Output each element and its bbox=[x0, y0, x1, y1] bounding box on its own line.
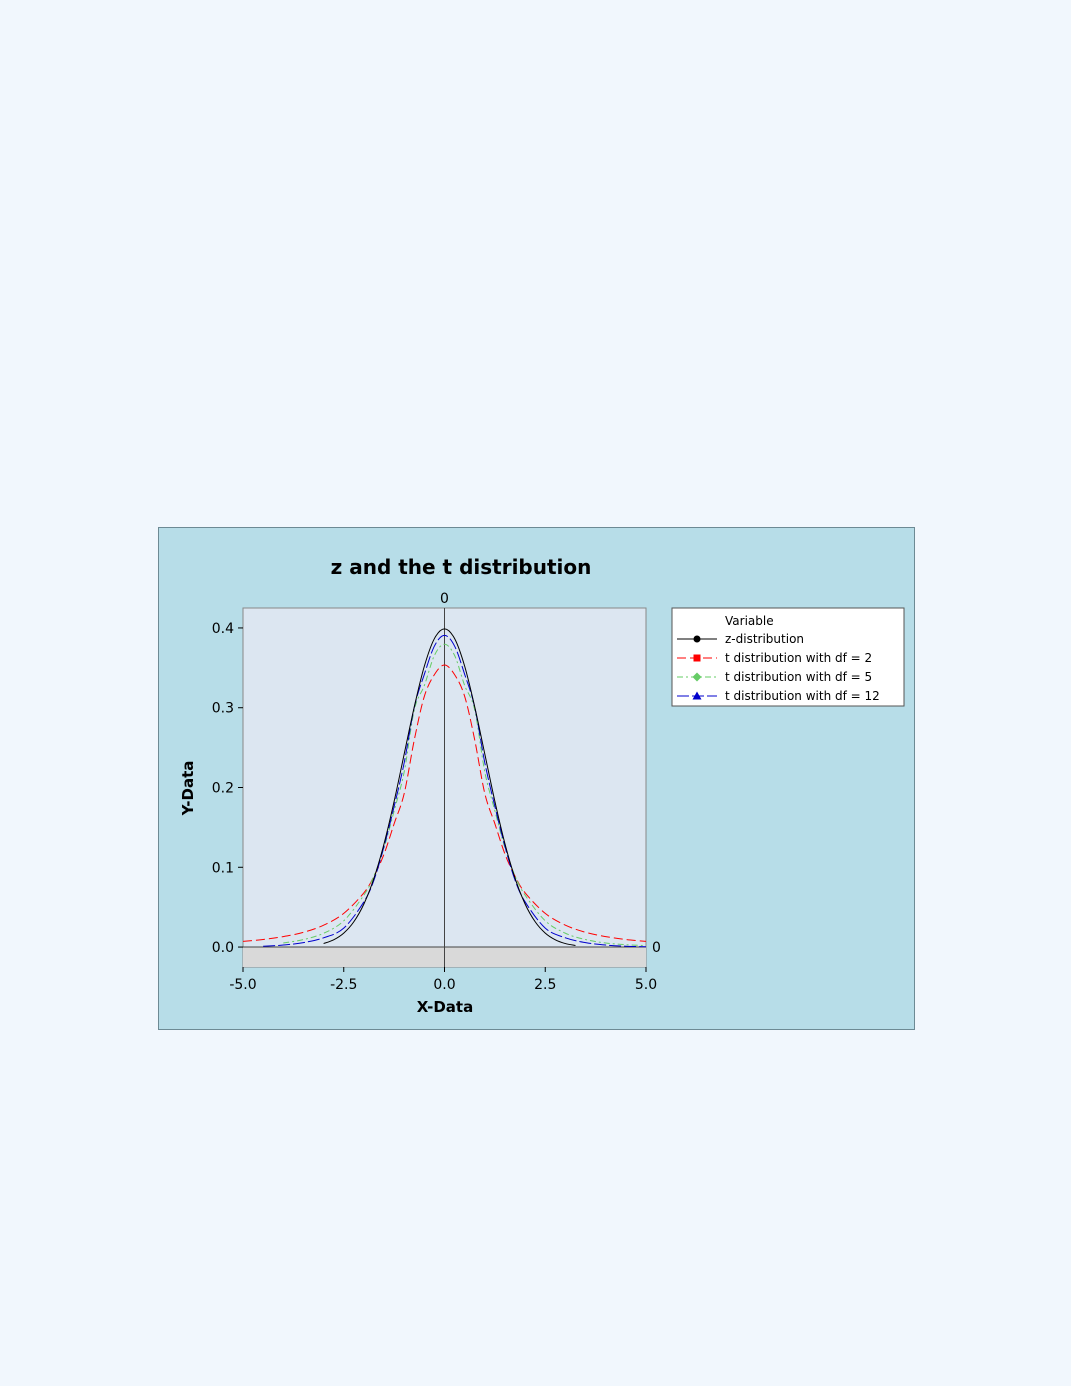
legend: Variable z-distribution t distribution wi… bbox=[671, 607, 905, 707]
y-tick-label: 0.3 bbox=[212, 701, 234, 717]
x-axis-title: X-Data bbox=[417, 998, 473, 1016]
legend-marker-0 bbox=[693, 635, 701, 643]
series-line-2 bbox=[283, 643, 647, 947]
legend-title: Variable bbox=[725, 614, 774, 628]
chart-svg: z and the t distribution 0 0 -5.0 -2.5 0.0 2… bbox=[179, 555, 905, 1016]
y-tick-label: 0.0 bbox=[212, 940, 234, 956]
series-line-3 bbox=[263, 634, 647, 948]
series-line-1 bbox=[242, 664, 647, 942]
y-tick-label: 0.4 bbox=[212, 621, 234, 637]
x-tick-label: -2.5 bbox=[330, 977, 357, 993]
legend-label-0: z-distribution bbox=[725, 632, 804, 646]
legend-label-1: t distribution with df = 2 bbox=[725, 651, 872, 665]
chart-frame: z and the t distribution 0 0 -5.0 -2.5 0.0 2… bbox=[158, 527, 915, 1030]
legend-box bbox=[671, 607, 905, 707]
y-axis-title: Y-Data bbox=[179, 761, 197, 817]
ref-line-y-label: 0 bbox=[652, 940, 661, 956]
legend-marker-2 bbox=[692, 672, 702, 682]
x-tick-label: 5.0 bbox=[635, 977, 657, 993]
legend-marker-1 bbox=[693, 654, 701, 662]
legend-label-3: t distribution with df = 12 bbox=[725, 689, 880, 703]
x-tick-label: 2.5 bbox=[534, 977, 556, 993]
x-tick-label: -5.0 bbox=[229, 977, 256, 993]
legend-label-2: t distribution with df = 5 bbox=[725, 670, 872, 684]
series-line-0 bbox=[323, 628, 576, 946]
ref-line-x-label: 0 bbox=[440, 591, 449, 607]
chart-title: z and the t distribution bbox=[331, 555, 592, 579]
x-tick-label: 0.0 bbox=[433, 977, 455, 993]
y-tick-label: 0.1 bbox=[212, 860, 234, 876]
legend-marker-3 bbox=[692, 691, 702, 700]
y-tick-label: 0.2 bbox=[212, 781, 234, 797]
